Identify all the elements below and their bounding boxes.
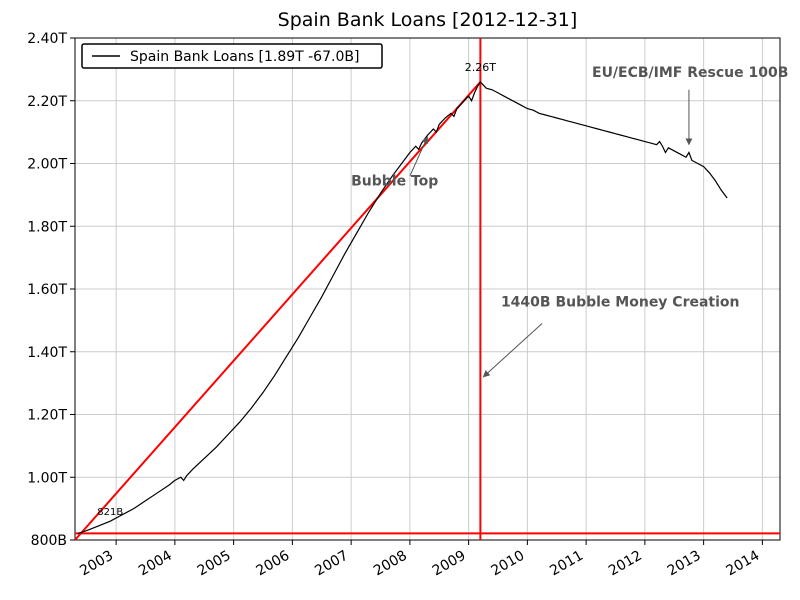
- y-tick-label: 2.40T: [27, 31, 67, 47]
- y-tick-label: 2.20T: [27, 94, 67, 110]
- y-tick-label: 1.40T: [27, 345, 67, 361]
- y-tick-label: 1.00T: [27, 470, 67, 486]
- x-tick-label: 2007: [312, 548, 351, 580]
- y-tick-label: 1.60T: [27, 282, 67, 298]
- x-tick-label: 2004: [136, 548, 175, 580]
- x-tick-label: 2008: [371, 548, 410, 580]
- y-tick-label: 1.80T: [27, 219, 67, 235]
- legend-label: Spain Bank Loans [1.89T -67.0B]: [130, 49, 359, 65]
- bubble-top-label: Bubble Top: [351, 173, 438, 189]
- x-tick-label: 2009: [430, 548, 469, 580]
- y-tick-label: 1.20T: [27, 408, 67, 424]
- x-tick-label: 2003: [77, 548, 116, 580]
- peak-label: 2.26T: [465, 61, 496, 74]
- x-tick-label: 2006: [254, 548, 293, 580]
- chart-title: Spain Bank Loans [2012-12-31]: [278, 9, 578, 31]
- x-tick-label: 2013: [665, 548, 704, 580]
- x-tick-label: 2011: [547, 548, 586, 580]
- y-tick-label: 2.00T: [27, 157, 67, 173]
- chart-container: 800B 1.00T 1.20T 1.40T 1.60T 1.80T 2.00T 2.20T 2…: [0, 0, 800, 600]
- start-label: 821B: [97, 507, 123, 518]
- rescue-label: EU/ECB/IMF Rescue 100B: [592, 65, 788, 81]
- x-tick-label: 2010: [489, 548, 528, 580]
- x-tick-label: 2014: [724, 548, 763, 580]
- x-tick-label: 2005: [195, 548, 234, 580]
- x-tick-label: 2012: [606, 548, 645, 580]
- y-tick-label: 800B: [31, 533, 67, 549]
- chart-svg: 800B 1.00T 1.20T 1.40T 1.60T 1.80T 2.00T 2.20T 2…: [0, 0, 800, 600]
- bubble-money-label: 1440B Bubble Money Creation: [501, 294, 740, 310]
